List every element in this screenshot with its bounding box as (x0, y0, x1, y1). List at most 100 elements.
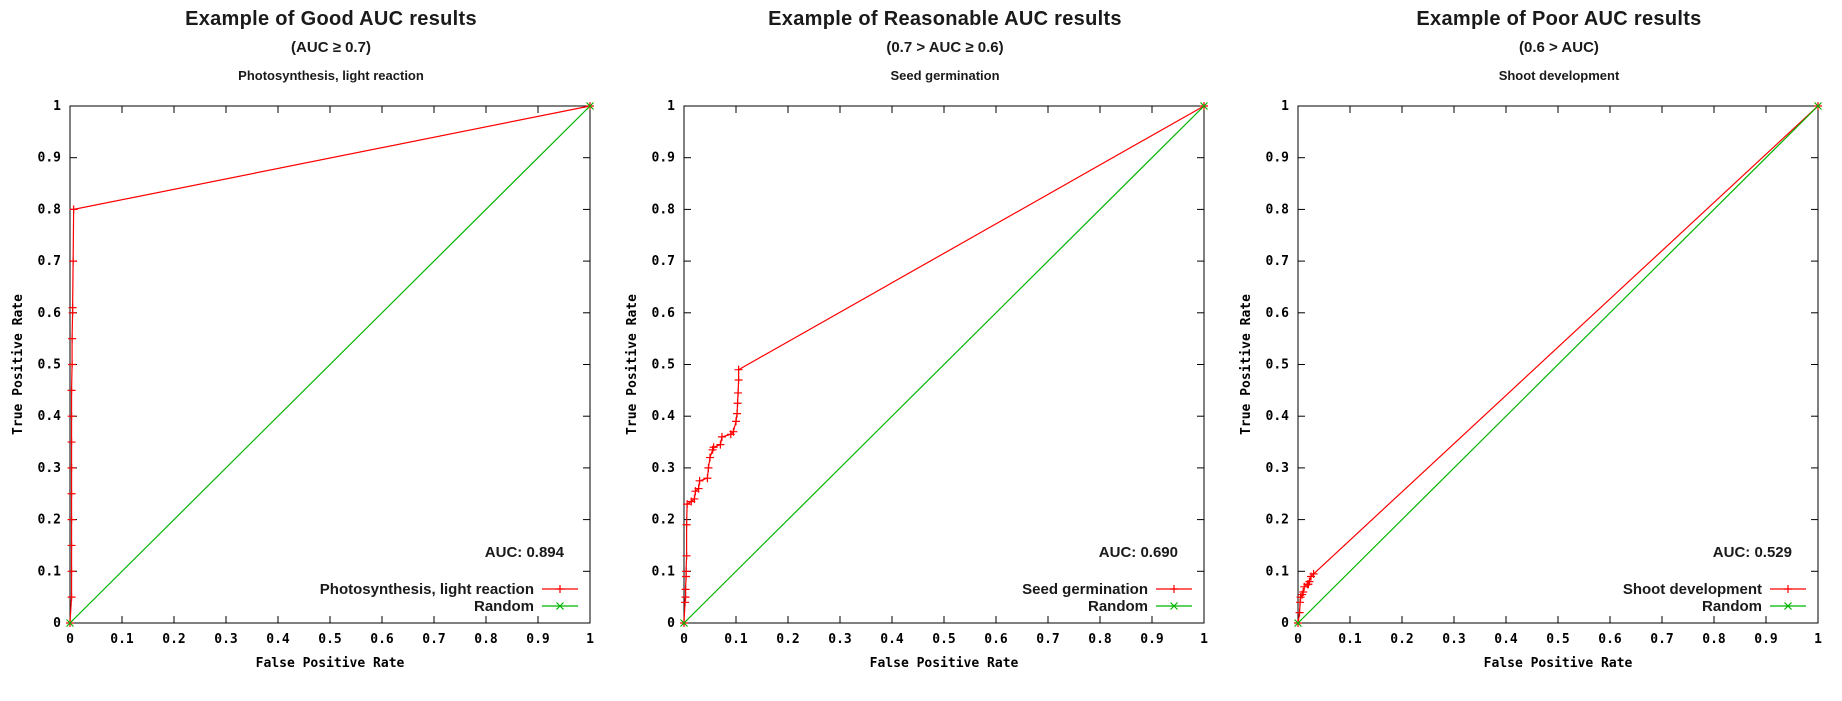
plus-marker (67, 515, 76, 524)
x-tick-label: 1 (1814, 632, 1822, 647)
plus-marker (704, 463, 713, 472)
x-tick-label: 0.2 (162, 632, 185, 647)
plus-marker (681, 585, 690, 594)
y-tick-label: 0.6 (1266, 306, 1290, 321)
plus-marker (695, 476, 704, 485)
panel-subtitle: (AUC ≥ 0.7) (291, 39, 371, 56)
x-tick-label: 0.4 (880, 632, 904, 647)
x-tick-label: 0.9 (1140, 632, 1163, 647)
y-tick-label: 0.6 (652, 306, 676, 321)
panel-title: Example of Poor AUC results (1416, 8, 1702, 30)
y-tick-label: 0.8 (38, 202, 62, 217)
legend-sample-marker (1170, 585, 1178, 593)
plus-marker (682, 551, 691, 560)
cross-marker (1200, 102, 1208, 110)
plus-marker (682, 567, 691, 576)
y-tick-label: 0.7 (1266, 254, 1289, 269)
plus-marker (67, 489, 76, 498)
panel-title: Example of Good AUC results (185, 8, 477, 30)
legend-sample-marker (1170, 602, 1178, 610)
plus-marker (690, 494, 699, 503)
auc-annotation: AUC: 0.894 (485, 544, 565, 561)
x-tick-label: 0.5 (1546, 632, 1569, 647)
x-tick-label: 0.8 (1702, 632, 1726, 647)
plus-marker (734, 388, 743, 397)
x-tick-label: 0.9 (526, 632, 549, 647)
y-tick-label: 1 (53, 99, 61, 114)
chart-title: Seed germination (890, 68, 1000, 83)
panel-subtitle: (0.6 > AUC) (1519, 39, 1599, 56)
x-tick-label: 0.1 (724, 632, 748, 647)
plus-marker (733, 409, 742, 418)
plus-marker (1305, 577, 1314, 586)
roc-chart-reasonable: 0 0.1 0.2 0.3 0.4 0.5 0.6 0.7 0.8 0.9 1 0 0.1 0.2 0.3 0… (625, 99, 1208, 671)
x-axis-label: False Positive Rate (1484, 656, 1633, 671)
x-tick-label: 0 (66, 632, 74, 647)
y-tick-label: 0.3 (1266, 461, 1289, 476)
auc-annotation: AUC: 0.690 (1099, 544, 1178, 561)
plus-marker (732, 417, 740, 426)
x-tick-label: 0.4 (266, 632, 290, 647)
x-tick-label: 0.8 (1088, 632, 1112, 647)
legend-label: Random (1088, 598, 1148, 615)
x-tick-label: 0.6 (1598, 632, 1622, 647)
cross-marker (1814, 102, 1822, 110)
x-tick-label: 0.7 (1650, 632, 1673, 647)
x-tick-label: 1 (586, 632, 594, 647)
y-tick-label: 0.2 (652, 513, 675, 528)
plus-marker (709, 443, 718, 452)
panel-good-auc: Example of Good AUC results (AUC ≥ 0.7) … (0, 0, 614, 701)
x-tick-label: 0 (680, 632, 688, 647)
y-tick-label: 1 (1281, 99, 1289, 114)
plus-marker (682, 520, 691, 529)
roc-chart-good: 0 0.1 0.2 0.3 0.4 0.5 0.6 0.7 0.8 0.9 1 0 0.1 0.2 0.3 0… (11, 99, 594, 671)
y-tick-label: 0 (53, 616, 61, 631)
y-tick-label: 0.4 (652, 409, 676, 424)
plus-marker (717, 432, 726, 441)
y-tick-label: 0.5 (38, 358, 61, 373)
x-tick-label: 0.2 (776, 632, 799, 647)
plus-marker (69, 257, 78, 266)
cross-marker (586, 102, 594, 110)
x-tick-label: 0 (1294, 632, 1302, 647)
plus-marker (67, 412, 76, 421)
legend-label: Shoot development (1623, 581, 1762, 598)
y-tick-label: 0.5 (652, 358, 675, 373)
x-axis-label: False Positive Rate (256, 656, 405, 671)
panel-reasonable-auc: Example of Reasonable AUC results (0.7 >… (614, 0, 1228, 701)
cross-marker (66, 619, 74, 627)
y-tick-label: 0.9 (1266, 151, 1289, 166)
plus-marker (694, 484, 703, 493)
plus-marker (1309, 569, 1318, 578)
roc-chart-poor: 0 0.1 0.2 0.3 0.4 0.5 0.6 0.7 0.8 0.9 1 0 0.1 0.2 0.3 0… (1239, 99, 1822, 671)
legend-sample-marker (556, 602, 564, 610)
y-tick-label: 0.7 (38, 254, 61, 269)
y-tick-label: 0.8 (652, 202, 676, 217)
x-tick-label: 0.7 (422, 632, 445, 647)
y-axis-label: True Positive Rate (625, 294, 640, 435)
legend-label: Seed germination (1022, 581, 1148, 598)
random-diagonal (1297, 105, 1819, 624)
plus-marker (716, 440, 725, 449)
plus-marker (67, 593, 76, 602)
y-axis-label: True Positive Rate (1239, 294, 1254, 435)
x-tick-label: 0.5 (318, 632, 341, 647)
panel-poor-auc: Example of Poor AUC results (0.6 > AUC) … (1228, 0, 1842, 701)
x-axis-label: False Positive Rate (870, 656, 1019, 671)
plus-marker (68, 303, 77, 312)
legend-sample-marker (1784, 602, 1792, 610)
plus-marker (67, 386, 76, 395)
y-tick-label: 0.1 (652, 564, 676, 579)
legend-sample-marker (1784, 585, 1792, 593)
y-tick-label: 0.5 (1266, 358, 1289, 373)
y-tick-label: 0.9 (652, 151, 675, 166)
y-tick-label: 0.7 (652, 254, 675, 269)
auc-annotation: AUC: 0.529 (1713, 544, 1792, 561)
panel-title: Example of Reasonable AUC results (768, 8, 1122, 30)
plus-marker (706, 453, 714, 462)
x-tick-label: 0.3 (214, 632, 237, 647)
x-tick-label: 0.9 (1754, 632, 1777, 647)
x-tick-label: 0.4 (1494, 632, 1518, 647)
y-tick-label: 0.9 (38, 151, 61, 166)
